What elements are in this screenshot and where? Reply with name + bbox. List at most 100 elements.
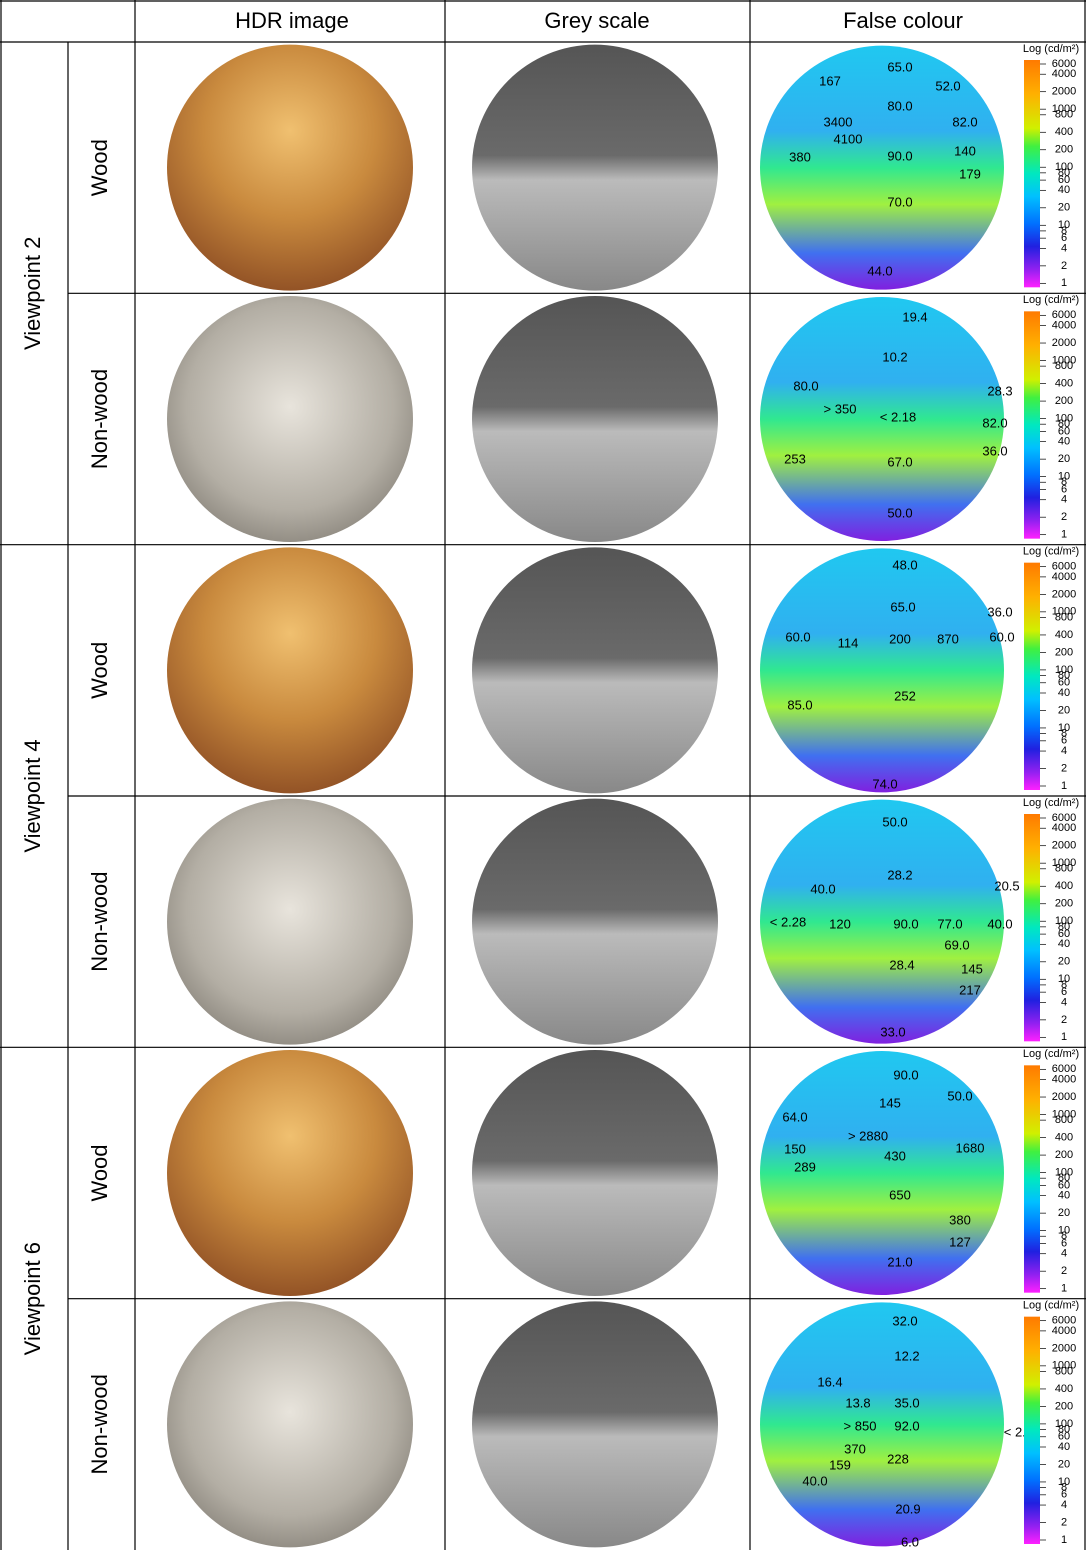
- luminance-label: 150: [784, 1141, 806, 1156]
- viewpoint-label: Viewpoint 6: [20, 1242, 45, 1355]
- legend-tick-label: 20: [1058, 704, 1070, 716]
- grey-image: [472, 1050, 718, 1296]
- legend-tick-label: 2: [1061, 1516, 1067, 1528]
- luminance-label: 60.0: [785, 629, 810, 644]
- viewpoint-label: Viewpoint 2: [20, 237, 45, 350]
- luminance-label: 159: [829, 1457, 851, 1472]
- luminance-label: 50.0: [887, 505, 912, 520]
- legend-tick-label: 800: [1055, 1114, 1073, 1126]
- legend-tick-label: 2000: [1052, 1091, 1076, 1103]
- legend-tick-label: 400: [1055, 629, 1073, 641]
- luminance-label: 92.0: [894, 1418, 919, 1433]
- material-label: Non-wood: [87, 1374, 112, 1474]
- luminance-label: 28.4: [889, 957, 914, 972]
- legend-bar: [1024, 1317, 1040, 1544]
- legend-tick-label: 800: [1055, 360, 1073, 372]
- luminance-label: 69.0: [944, 937, 969, 952]
- material-label: Wood: [87, 1144, 112, 1201]
- legend-tick-label: 20: [1058, 453, 1070, 465]
- legend-tick-label: 2: [1061, 511, 1067, 523]
- luminance-label: 120: [829, 916, 851, 931]
- grey-image: [472, 547, 718, 793]
- luminance-label: 12.2: [894, 1348, 919, 1363]
- luminance-label: 289: [794, 1159, 816, 1174]
- legend-tick-label: 1: [1061, 529, 1067, 541]
- luminance-label: 167: [819, 73, 841, 88]
- luminance-label: 33.0: [880, 1024, 905, 1039]
- luminance-label: 90.0: [893, 1067, 918, 1082]
- legend-tick-label: 400: [1055, 880, 1073, 892]
- luminance-label: 650: [889, 1187, 911, 1202]
- luminance-label: > 2880: [848, 1128, 888, 1143]
- legend-tick-label: 2: [1061, 260, 1067, 272]
- luminance-label: 90.0: [887, 148, 912, 163]
- hdr-image: [167, 547, 413, 793]
- hdr-image: [167, 1050, 413, 1296]
- legend-tick-label: 4: [1061, 1248, 1067, 1260]
- legend-tick-label: 4: [1061, 1499, 1067, 1511]
- luminance-label: 36.0: [987, 604, 1012, 619]
- luminance-label: 3400: [824, 114, 853, 129]
- legend-tick-label: 200: [1055, 1149, 1073, 1161]
- legend-title: Log (cd/m²): [1023, 1300, 1079, 1312]
- luminance-label: > 350: [824, 401, 857, 416]
- luminance-label: 50.0: [947, 1088, 972, 1103]
- legend-tick-label: 4: [1061, 745, 1067, 757]
- luminance-label: 32.0: [892, 1313, 917, 1328]
- legend-tick-label: 4000: [1052, 822, 1076, 834]
- luminance-label: 44.0: [867, 263, 892, 278]
- legend-title: Log (cd/m²): [1023, 797, 1079, 809]
- hdr-image: [167, 45, 413, 291]
- column-header: HDR image: [235, 8, 349, 33]
- luminance-label: 70.0: [887, 194, 912, 209]
- luminance-label: 380: [789, 149, 811, 164]
- figure-table: HDR image Grey scale False colour Viewpo…: [0, 0, 1086, 1550]
- luminance-label: 60.0: [989, 629, 1014, 644]
- grey-image: [472, 296, 718, 542]
- legend-tick-label: 4: [1061, 494, 1067, 506]
- legend-tick-label: 4000: [1052, 1073, 1076, 1085]
- legend-tick-label: 20: [1058, 1207, 1070, 1219]
- legend-title: Log (cd/m²): [1023, 546, 1079, 558]
- luminance-label: 48.0: [892, 557, 917, 572]
- luminance-label: 20.5: [994, 878, 1019, 893]
- legend-tick-label: 20: [1058, 202, 1070, 214]
- luminance-label: 870: [937, 631, 959, 646]
- luminance-label: 50.0: [882, 814, 907, 829]
- luminance-label: 1680: [956, 1140, 985, 1155]
- legend-tick-label: 800: [1055, 611, 1073, 623]
- legend-tick-label: 400: [1055, 126, 1073, 138]
- legend-title: Log (cd/m²): [1023, 43, 1079, 55]
- legend-title: Log (cd/m²): [1023, 1048, 1079, 1060]
- luminance-label: 140: [954, 143, 976, 158]
- luminance-label: 36.0: [982, 443, 1007, 458]
- material-label: Non-wood: [87, 872, 112, 972]
- legend-tick-label: 1: [1061, 1031, 1067, 1043]
- viewpoint-label: Viewpoint 4: [20, 739, 45, 852]
- legend-tick-label: 800: [1055, 1365, 1073, 1377]
- luminance-label: 20.9: [895, 1501, 920, 1516]
- hdr-image: [167, 799, 413, 1045]
- luminance-label: 16.4: [817, 1374, 842, 1389]
- luminance-label: 85.0: [787, 697, 812, 712]
- luminance-label: 67.0: [887, 454, 912, 469]
- grey-image: [472, 45, 718, 291]
- luminance-label: 145: [961, 961, 983, 976]
- luminance-label: 127: [949, 1234, 971, 1249]
- luminance-label: 228: [887, 1451, 909, 1466]
- luminance-label: 80.0: [793, 378, 818, 393]
- legend-tick-label: 4: [1061, 996, 1067, 1008]
- page: HDR image Grey scale False colour Viewpo…: [0, 0, 1086, 1555]
- material-label: Wood: [87, 642, 112, 699]
- false-colour-image: [760, 1302, 1004, 1546]
- luminance-label: 74.0: [872, 776, 897, 791]
- luminance-label: 252: [894, 688, 916, 703]
- luminance-label: 370: [844, 1441, 866, 1456]
- legend-title: Log (cd/m²): [1023, 294, 1079, 306]
- luminance-label: 253: [784, 451, 806, 466]
- legend-tick-label: 2: [1061, 1014, 1067, 1026]
- luminance-label: 6.0: [901, 1534, 919, 1549]
- hdr-image: [167, 296, 413, 542]
- luminance-label: 65.0: [890, 599, 915, 614]
- legend-tick-label: 200: [1055, 898, 1073, 910]
